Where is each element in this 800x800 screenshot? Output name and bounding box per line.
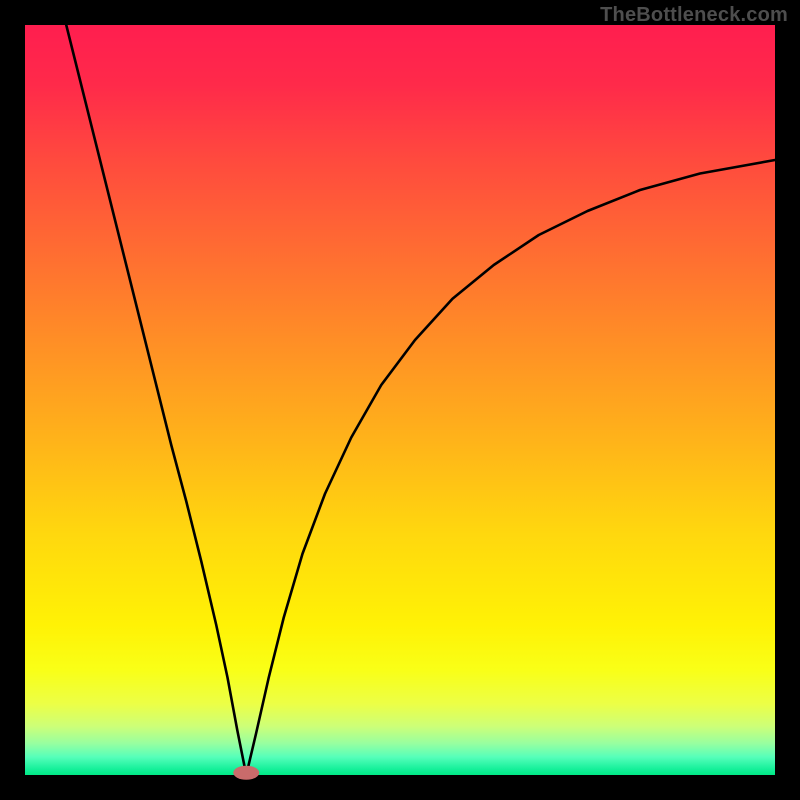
plot-background <box>25 25 775 775</box>
watermark-text: TheBottleneck.com <box>600 4 788 27</box>
bottleneck-chart <box>0 0 800 800</box>
minimum-marker <box>233 766 259 780</box>
chart-stage: TheBottleneck.com <box>0 0 800 800</box>
